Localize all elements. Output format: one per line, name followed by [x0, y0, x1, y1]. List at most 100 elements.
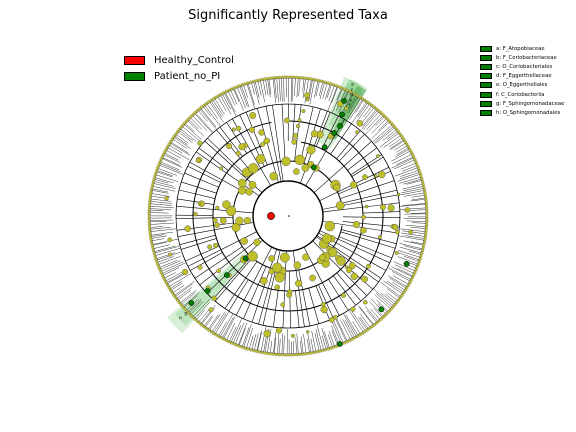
- leaf-node: [274, 75, 278, 80]
- leaf-node: [315, 78, 319, 82]
- leaf-branch: [399, 172, 420, 180]
- leaf-branch: [386, 288, 400, 298]
- leaf-node: [422, 185, 426, 189]
- leaf-branch: [386, 131, 398, 140]
- leaf-branch: [389, 139, 404, 150]
- clade-branch: [189, 161, 240, 190]
- taxa-swatch: [480, 45, 492, 52]
- clade-node: [327, 247, 338, 258]
- leaf-branch: [410, 241, 424, 245]
- leaf-branch: [160, 161, 180, 171]
- leaf-node: [195, 319, 199, 323]
- leaf-branch: [401, 165, 417, 172]
- leaf-branch: [300, 340, 302, 354]
- leaf-node: [395, 300, 399, 304]
- leaf-branch: [302, 78, 305, 92]
- leaf-branch: [242, 327, 250, 347]
- leaf-branch: [340, 319, 351, 340]
- leaf-branch: [150, 201, 173, 204]
- leaf-node: [160, 273, 164, 277]
- leaf-branch: [392, 154, 412, 165]
- leaf-branch: [214, 98, 225, 115]
- clade-node: [350, 272, 358, 280]
- clade-node: [394, 250, 399, 255]
- leaf-branch: [257, 81, 262, 96]
- clade-node: [259, 277, 268, 285]
- clade-node: [281, 156, 291, 166]
- taxa-swatch: [480, 82, 492, 89]
- clade-branch: [336, 130, 361, 159]
- clade-node: [272, 262, 283, 273]
- clade-branch: [273, 290, 279, 328]
- clade-branch: [308, 288, 320, 324]
- leaf-node: [147, 202, 152, 206]
- leaf-branch: [257, 332, 262, 351]
- leaf-branch: [268, 79, 272, 95]
- leaf-branch: [398, 252, 419, 260]
- leaf-node: [157, 163, 161, 167]
- leaf-branch: [294, 78, 296, 96]
- leaf-node: [423, 194, 428, 198]
- leaf-node: [383, 313, 387, 317]
- leaf-node: [360, 331, 365, 335]
- leaf-node: [257, 350, 261, 354]
- leaf-branch: [375, 292, 392, 308]
- leaf-branch: [280, 78, 283, 102]
- leaf-branch: [291, 78, 294, 102]
- leaf-branch: [180, 289, 197, 303]
- clade-node: [240, 237, 248, 245]
- leaf-branch: [270, 340, 273, 353]
- clade-branch: [322, 194, 399, 210]
- clade-node: [279, 252, 290, 263]
- clade-node: [207, 244, 213, 250]
- biomarker-node-patient: [331, 130, 337, 136]
- leaf-node: [423, 237, 427, 241]
- leaf-node: [204, 326, 208, 331]
- taxa-legend-item: d: F_Eggerthellaceae: [480, 72, 564, 81]
- leaf-branch: [194, 113, 212, 133]
- clade-node: [214, 222, 221, 229]
- leaf-node: [363, 330, 367, 334]
- leaf-branch: [153, 186, 176, 192]
- clade-branch: [179, 234, 216, 246]
- clade-branch: [341, 229, 397, 244]
- clade-node: [378, 170, 386, 179]
- leaf-node: [370, 325, 374, 329]
- leaf-node: [151, 246, 155, 250]
- leaf-branch: [238, 322, 248, 345]
- leaf-branch: [375, 116, 385, 127]
- clade-node: [212, 217, 218, 223]
- leaf-node: [271, 352, 276, 356]
- leaf-branch: [324, 84, 331, 100]
- leaf-node: [289, 353, 293, 357]
- leaf-branch: [267, 79, 271, 98]
- leaf-node: [306, 76, 310, 81]
- leaf-branch: [411, 195, 425, 198]
- clade-branch: [177, 222, 254, 237]
- leaf-branch: [208, 314, 219, 329]
- leaf-node: [193, 111, 197, 115]
- clade-letter-a: a: [351, 82, 354, 87]
- clade-letter-d: d: [350, 92, 353, 98]
- leaf-branch: [239, 86, 248, 107]
- leaf-node: [251, 349, 255, 353]
- leaf-branch: [371, 122, 390, 139]
- leaf-node: [237, 84, 242, 88]
- leaf-branch: [383, 135, 401, 148]
- leaf-branch: [173, 139, 187, 149]
- leaf-node: [185, 309, 189, 313]
- leaf-branch: [344, 320, 355, 338]
- leaf-node: [424, 228, 428, 233]
- leaf-branch: [311, 330, 317, 352]
- taxa-legend-item: g: F_Sphingomonadaceae: [480, 99, 564, 108]
- leaf-node: [306, 351, 310, 356]
- leaf-branch: [361, 107, 374, 123]
- leaf-branch: [394, 159, 415, 170]
- clade-node: [293, 261, 302, 269]
- clade-branch: [224, 261, 258, 309]
- leaf-branch: [400, 162, 416, 170]
- leaf-node: [292, 353, 296, 357]
- leaf-node: [158, 268, 162, 272]
- leaf-branch: [370, 308, 380, 320]
- leaf-branch: [359, 316, 369, 329]
